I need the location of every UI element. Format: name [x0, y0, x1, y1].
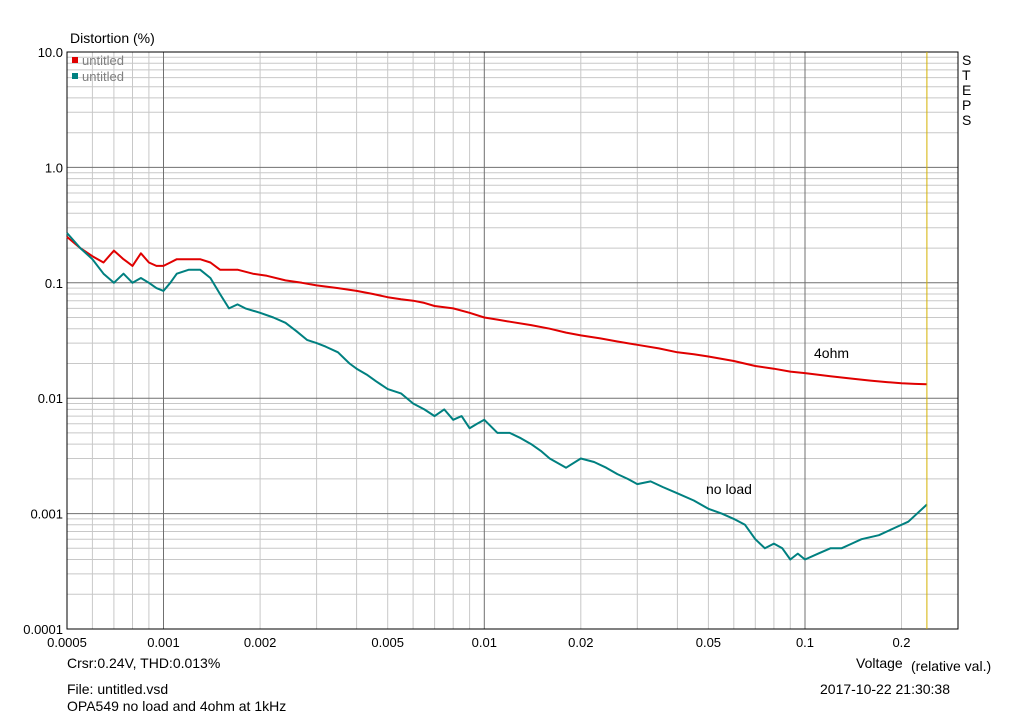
major-grid [67, 52, 958, 629]
cursor-readout: Crsr:0.24V, THD:0.013% [67, 655, 221, 671]
legend-swatch-teal [72, 73, 78, 79]
plot-frame [66, 51, 959, 630]
annotation-no-load: no load [706, 481, 752, 497]
series-line-1 [66, 232, 928, 561]
x-tick-label: 0.001 [147, 635, 180, 650]
chart-title: Distortion (%) [70, 30, 155, 46]
x-tick-label: 0.02 [568, 635, 593, 650]
series-line-0 [66, 236, 927, 386]
x-axis-unit: (relative val.) [911, 658, 992, 674]
x-tick-label: 0.005 [371, 635, 404, 650]
legend-swatch-red [72, 57, 78, 63]
timestamp: 2017-10-22 21:30:38 [820, 681, 950, 697]
legend-label-red: untitled [82, 53, 124, 68]
tick-labels: 0.0005 0.001 0.002 0.005 0.01 0.02 0.05 0.1 0.2 1… [23, 45, 910, 650]
minor-grid [67, 52, 958, 629]
annotation-4ohm: 4ohm [814, 345, 850, 361]
x-tick-label: 0.002 [244, 635, 277, 650]
x-tick-label: 0.0005 [47, 635, 87, 650]
x-axis-label: Voltage [856, 655, 903, 671]
legend-item-teal: untitled [72, 69, 124, 84]
steps-letter: S [962, 112, 972, 128]
y-tick-label: 0.1 [45, 276, 63, 291]
steps-letter: S [962, 52, 972, 68]
y-tick-label: 10.0 [38, 45, 63, 60]
legend-item-red: untitled [72, 53, 124, 68]
steps-letter: P [962, 97, 972, 113]
y-tick-label: 1.0 [45, 160, 63, 175]
file-name: File: untitled.vsd [67, 681, 169, 697]
x-tick-label: 0.05 [696, 635, 721, 650]
y-tick-label: 0.0001 [23, 622, 63, 637]
y-tick-label: 0.01 [38, 391, 63, 406]
x-tick-label: 0.1 [796, 635, 814, 650]
x-tick-label: 0.2 [892, 635, 910, 650]
steps-letter: T [962, 67, 971, 83]
x-tick-label: 0.01 [472, 635, 497, 650]
legend-label-teal: untitled [82, 69, 124, 84]
series-layer [66, 232, 928, 561]
steps-letter: E [962, 82, 972, 98]
y-tick-label: 0.001 [30, 507, 63, 522]
measurement-description: OPA549 no load and 4ohm at 1kHz [67, 698, 287, 714]
